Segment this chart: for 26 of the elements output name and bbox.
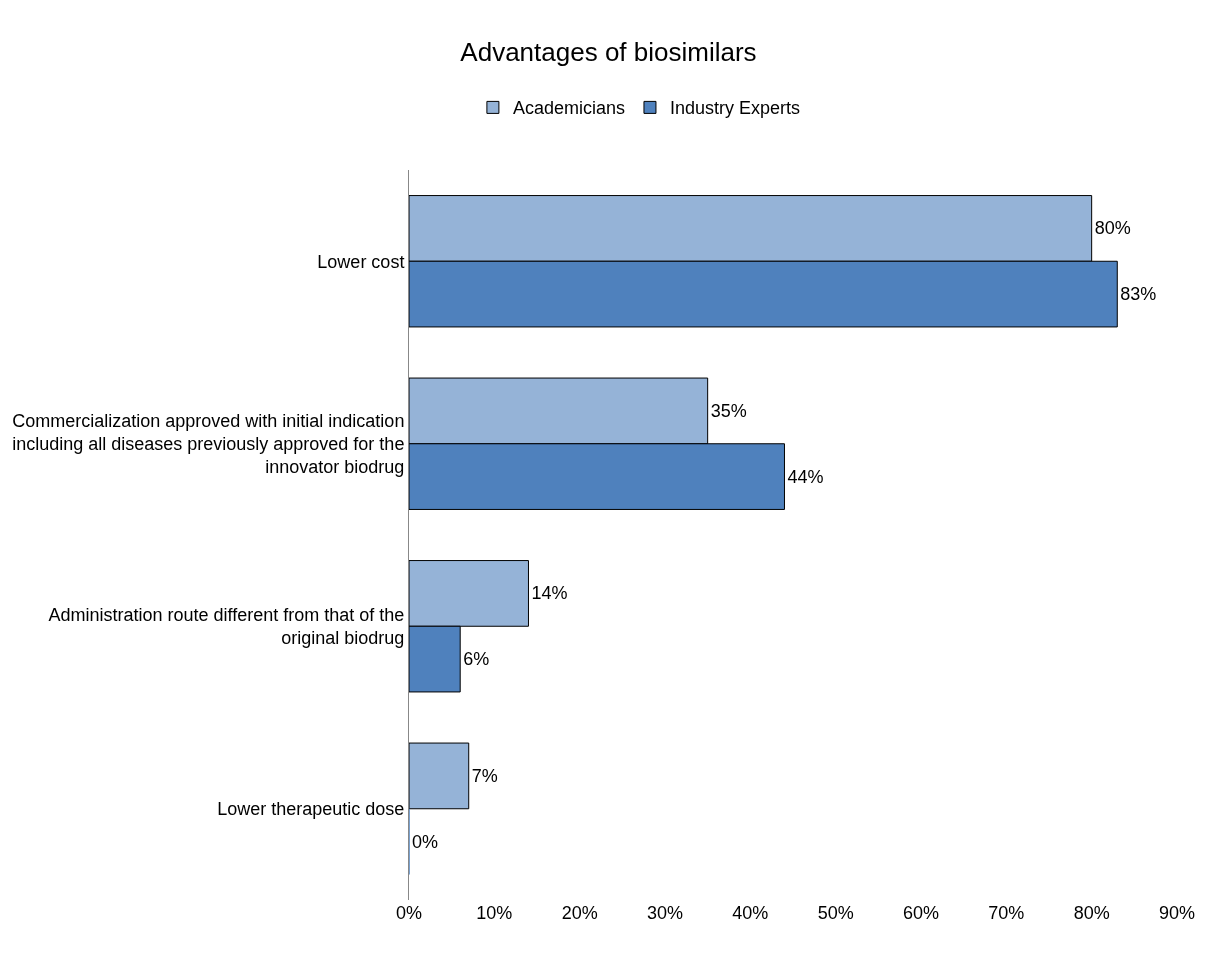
x-tick-label: 50% — [817, 903, 854, 923]
data-label: 7% — [471, 765, 498, 786]
x-tick-label: 30% — [646, 903, 684, 923]
data-label: 6% — [463, 649, 490, 670]
x-tick-label: 20% — [561, 903, 598, 923]
legend-label: Industry Experts — [669, 98, 801, 119]
x-tick-label: 40% — [732, 903, 769, 923]
y-tick-label: Commercialization approved with initial indication including all diseases previously approved for the innovator biodrug — [12, 410, 405, 478]
y-tick-label: Lower cost — [317, 251, 405, 272]
x-tick-label: 0% — [395, 903, 423, 923]
data-label: 35% — [710, 400, 747, 421]
data-label: 0% — [412, 831, 439, 852]
x-tick-label: 60% — [902, 903, 940, 923]
bar — [409, 742, 470, 810]
y-tick-label: Administration route different from that of the original biodrug — [48, 604, 405, 649]
data-label: 83% — [1120, 284, 1157, 305]
data-label: 14% — [531, 583, 568, 604]
data-label: 44% — [787, 466, 824, 487]
y-tick-label: Lower therapeutic dose — [217, 799, 405, 820]
chart-title: Advantages of biosimilars — [460, 37, 757, 68]
x-tick-label: 10% — [476, 903, 513, 923]
x-tick-label: 70% — [988, 903, 1025, 923]
data-label: 80% — [1094, 218, 1131, 239]
x-tick-label: 90% — [1158, 903, 1196, 923]
legend-label: Academicians — [512, 98, 625, 119]
x-tick-label: 80% — [1073, 903, 1110, 923]
